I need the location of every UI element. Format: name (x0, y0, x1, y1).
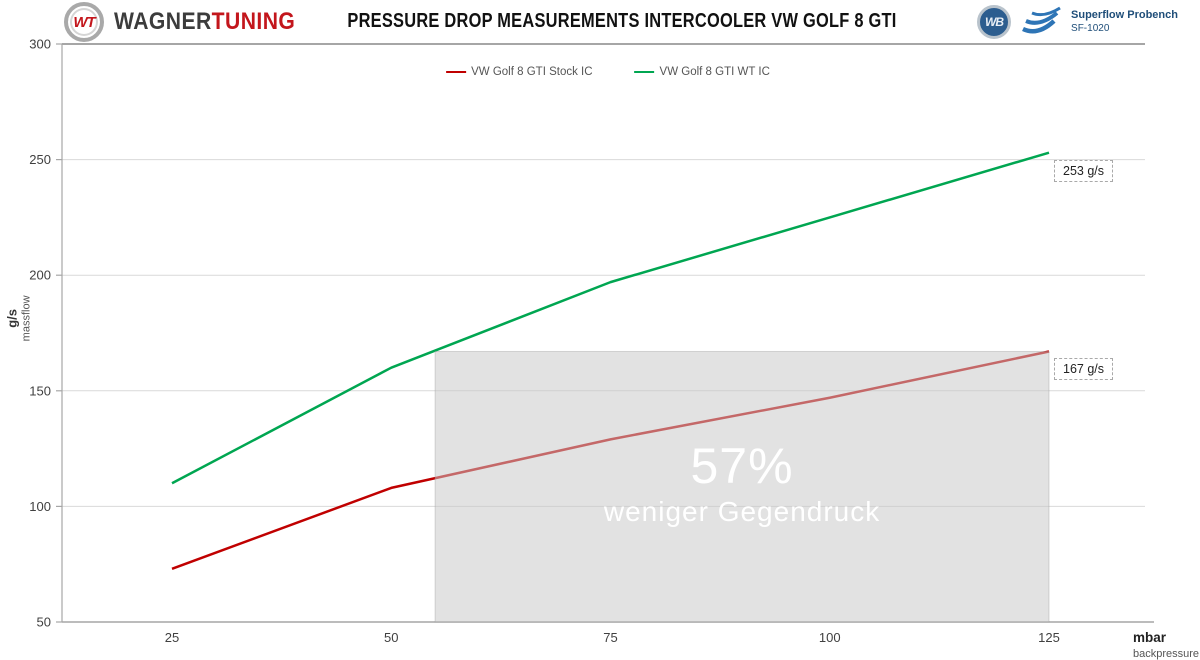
svg-text:300: 300 (29, 37, 51, 52)
region-label-percentage: 57% (690, 438, 794, 494)
svg-text:250: 250 (29, 152, 51, 167)
chart-title: PRESSURE DROP MEASUREMENTS INTERCOOLER V… (347, 10, 897, 32)
svg-text:50: 50 (37, 615, 51, 630)
x-axis-label: mbar backpressure (1133, 629, 1199, 660)
svg-text:200: 200 (29, 268, 51, 283)
wagner-tuning-badge-icon: WT (64, 2, 104, 42)
superflow-swoosh-icon (1022, 6, 1061, 34)
wb-monogram: WB (985, 15, 1004, 29)
bench-model: SF-1020 (1071, 22, 1110, 34)
highlight-region-label: 57% weniger Gegendruck (604, 438, 880, 530)
brand-name: WAGNERTUNING (114, 8, 295, 36)
y-axis-unit: g/s (4, 309, 20, 328)
y-axis-name: massflow (20, 295, 33, 342)
x-axis-unit: mbar (1133, 630, 1167, 645)
legend-item-wt-ic: VW Golf 8 GTI WT IC (634, 66, 770, 78)
y-axis-label: g/s massflow (5, 258, 34, 378)
region-label-text: weniger Gegendruck (603, 496, 881, 527)
brand-name-tuning: TUNING (211, 8, 296, 35)
legend-label-stock: VW Golf 8 GTI Stock IC (471, 66, 593, 78)
bench-name: Superflow Probench (1071, 8, 1178, 21)
legend: VW Golf 8 GTI Stock IC VW Golf 8 GTI WT … (446, 66, 770, 78)
brand-name-wagner: WAGNER (114, 8, 212, 35)
svg-text:100: 100 (29, 499, 51, 514)
svg-text:25: 25 (165, 630, 179, 645)
wagner-tuning-logo: WT WAGNERTUNING (64, 2, 320, 42)
wb-logo-icon: WB (977, 5, 1012, 39)
svg-text:75: 75 (603, 630, 617, 645)
annotation-stock-max-value: 167 g/s (1054, 358, 1114, 381)
badge-monogram: WT (73, 13, 95, 31)
test-bench-logos: WB Superflow Probench SF-1020 (977, 5, 1178, 39)
header: WT WAGNERTUNING PRESSURE DROP MEASUREMEN… (0, 0, 1200, 44)
stock-series-swatch-icon (446, 70, 467, 74)
x-axis-name: backpressure (1133, 647, 1200, 660)
annotation-wt-max-value: 253 g/s (1054, 159, 1114, 182)
bench-text: Superflow Probench SF-1020 (1071, 9, 1178, 35)
svg-text:100: 100 (819, 630, 841, 645)
legend-item-stock-ic: VW Golf 8 GTI Stock IC (446, 66, 593, 78)
svg-text:125: 125 (1038, 630, 1060, 645)
svg-text:150: 150 (29, 383, 51, 398)
legend-label-wt: VW Golf 8 GTI WT IC (659, 66, 770, 78)
svg-text:50: 50 (384, 630, 398, 645)
wt-series-swatch-icon (634, 70, 655, 74)
